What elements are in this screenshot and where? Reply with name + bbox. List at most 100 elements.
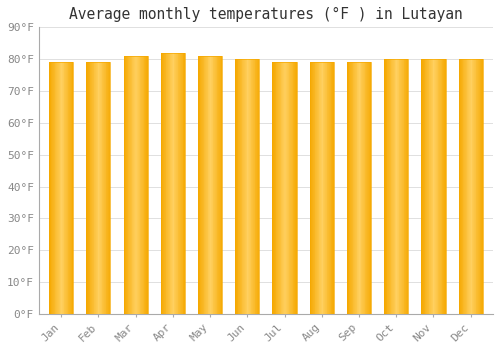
Bar <box>98 62 99 314</box>
Bar <box>219 56 220 314</box>
Bar <box>58 62 59 314</box>
Bar <box>325 62 326 314</box>
Bar <box>218 56 219 314</box>
Bar <box>288 62 290 314</box>
Bar <box>96 62 97 314</box>
Bar <box>295 62 296 314</box>
Bar <box>316 62 317 314</box>
Bar <box>352 62 354 314</box>
Bar <box>430 59 431 314</box>
Bar <box>242 59 244 314</box>
Bar <box>211 56 212 314</box>
Bar <box>398 59 400 314</box>
Bar <box>214 56 215 314</box>
Bar <box>473 59 474 314</box>
Bar <box>310 62 312 314</box>
Bar <box>423 59 424 314</box>
Bar <box>348 62 350 314</box>
Bar <box>283 62 284 314</box>
Bar <box>71 62 72 314</box>
Bar <box>56 62 57 314</box>
Bar <box>95 62 96 314</box>
Bar <box>250 59 252 314</box>
Bar <box>362 62 363 314</box>
Bar <box>136 56 137 314</box>
Bar <box>249 59 250 314</box>
Bar <box>351 62 352 314</box>
Bar <box>60 62 61 314</box>
Bar <box>86 62 110 314</box>
Bar <box>201 56 202 314</box>
Bar <box>244 59 245 314</box>
Bar <box>49 62 73 314</box>
Bar <box>356 62 358 314</box>
Bar <box>86 62 87 314</box>
Bar <box>438 59 439 314</box>
Bar <box>286 62 287 314</box>
Bar <box>274 62 275 314</box>
Bar <box>165 53 166 314</box>
Bar <box>480 59 481 314</box>
Bar <box>235 59 236 314</box>
Bar <box>317 62 318 314</box>
Bar <box>460 59 461 314</box>
Bar <box>104 62 105 314</box>
Bar <box>431 59 432 314</box>
Bar <box>146 56 147 314</box>
Bar <box>135 56 136 314</box>
Bar <box>99 62 100 314</box>
Bar <box>66 62 67 314</box>
Bar <box>92 62 94 314</box>
Bar <box>106 62 108 314</box>
Bar <box>101 62 102 314</box>
Bar <box>256 59 257 314</box>
Bar <box>330 62 332 314</box>
Bar <box>124 56 125 314</box>
Bar <box>88 62 90 314</box>
Bar <box>90 62 91 314</box>
Bar <box>164 53 165 314</box>
Bar <box>178 53 180 314</box>
Bar <box>359 62 360 314</box>
Bar <box>147 56 148 314</box>
Bar <box>215 56 216 314</box>
Bar <box>444 59 445 314</box>
Bar <box>202 56 203 314</box>
Bar <box>472 59 473 314</box>
Bar <box>252 59 253 314</box>
Bar <box>253 59 254 314</box>
Bar <box>172 53 173 314</box>
Bar <box>347 62 371 314</box>
Bar <box>199 56 200 314</box>
Bar <box>291 62 292 314</box>
Bar <box>424 59 426 314</box>
Bar <box>313 62 314 314</box>
Bar <box>358 62 359 314</box>
Bar <box>126 56 128 314</box>
Bar <box>370 62 371 314</box>
Bar <box>181 53 182 314</box>
Bar <box>368 62 370 314</box>
Bar <box>422 59 446 314</box>
Bar <box>206 56 207 314</box>
Bar <box>354 62 355 314</box>
Bar <box>385 59 386 314</box>
Bar <box>52 62 53 314</box>
Bar <box>466 59 468 314</box>
Bar <box>474 59 476 314</box>
Bar <box>333 62 334 314</box>
Bar <box>400 59 401 314</box>
Bar <box>328 62 329 314</box>
Bar <box>105 62 106 314</box>
Bar <box>91 62 92 314</box>
Bar <box>479 59 480 314</box>
Bar <box>462 59 464 314</box>
Bar <box>137 56 138 314</box>
Bar <box>65 62 66 314</box>
Bar <box>428 59 430 314</box>
Bar <box>470 59 472 314</box>
Bar <box>220 56 222 314</box>
Bar <box>314 62 316 314</box>
Bar <box>236 59 237 314</box>
Bar <box>280 62 281 314</box>
